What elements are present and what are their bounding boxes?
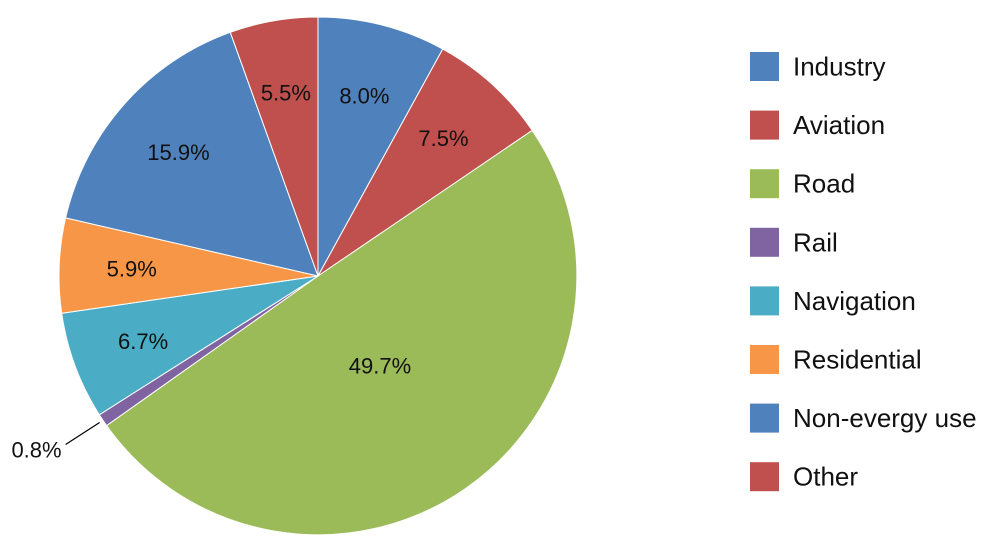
legend-swatch-rail [750,227,779,257]
pie-slice-other [229,16,319,277]
slice-label-non-evergy-use: 15.9% [147,140,209,165]
pie-slice-labels: 8.0% 7.5% 49.7% 0.8% 6.7% 5.9% 15.9% 5.5% [11,80,468,462]
legend-swatch-industry [750,52,779,81]
pie-slice-non-evergy-use [65,31,319,277]
legend-swatch-residential [750,345,779,374]
legend-swatch-navigation [750,286,779,316]
pie-slice-navigation [61,275,319,416]
legend-label-road: Road [793,169,855,199]
legend-label-industry: Industry [793,52,886,82]
legend-swatch-non-evergy-use [750,403,779,433]
slice-label-industry: 8.0% [339,83,389,108]
legend-label-rail: Rail [793,227,838,257]
pie-slices [58,16,578,536]
slice-label-road: 49.7% [349,353,411,378]
legend-label-residential: Residential [793,345,922,375]
legend-swatch-aviation [750,110,779,140]
pie-slice-aviation [317,48,533,277]
legend-label-non-evergy-use: Non-evergy use [793,403,977,433]
legend-swatch-road [750,169,779,199]
legend-label-aviation: Aviation [793,110,885,140]
legend-swatch-other [750,462,779,492]
pie-slice-road [105,129,578,536]
slice-label-aviation: 7.5% [418,126,468,151]
legend: Industry Aviation Road Rail Navigation Reside… [750,52,977,492]
slice-label-navigation: 6.7% [118,329,168,354]
slice-label-rail: 0.8% [11,438,61,463]
legend-label-other: Other [793,462,858,492]
slice-label-other: 5.5% [261,80,311,105]
legend-label-navigation: Navigation [793,286,916,316]
slice-label-residential: 5.9% [107,256,157,281]
pie-slice-industry [317,16,444,277]
leader-line-rail [65,421,100,446]
